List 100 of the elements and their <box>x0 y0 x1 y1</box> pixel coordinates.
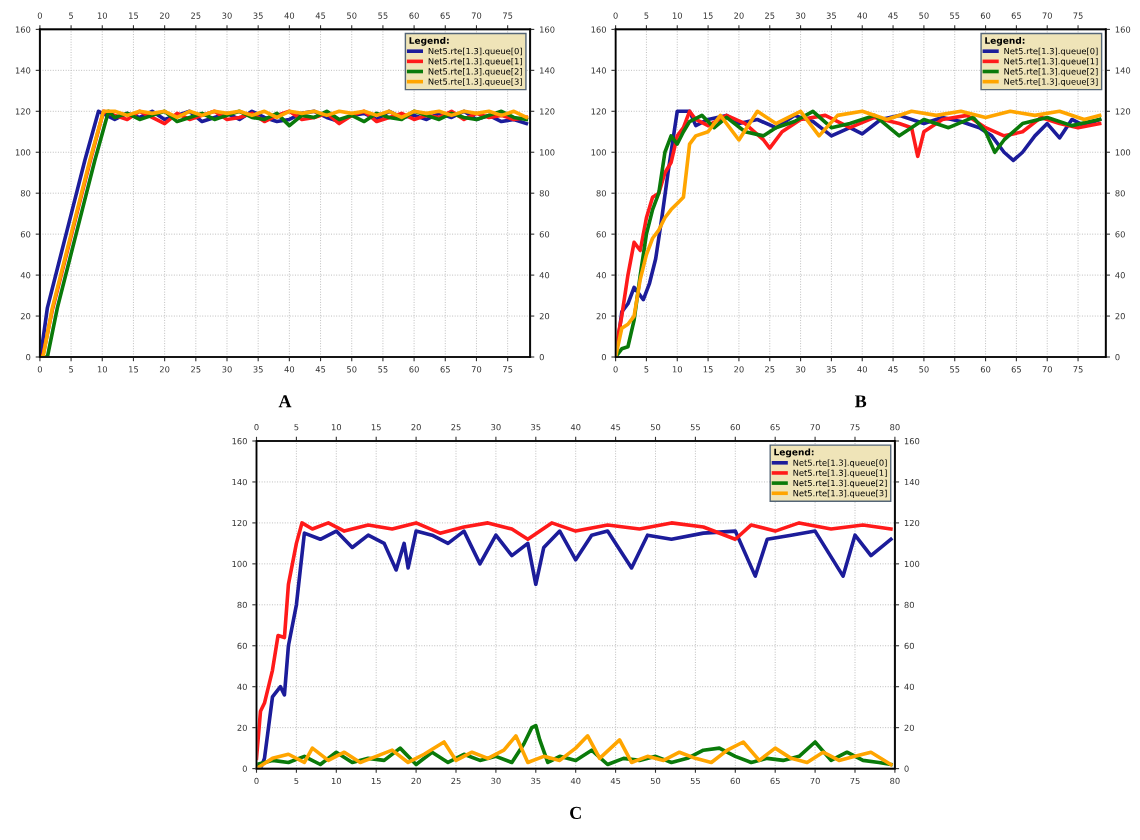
x-tick-label: 15 <box>703 366 713 373</box>
y2-tick-label: 100 <box>904 560 920 568</box>
x-tick-label: 30 <box>491 777 501 785</box>
x-tick-label: 60 <box>409 366 419 373</box>
x-tick-label: 45 <box>888 366 898 373</box>
x2-tick-label: 35 <box>531 424 541 431</box>
x-tick-label: 40 <box>570 777 581 785</box>
x2-tick-label: 25 <box>451 424 461 431</box>
y-tick-label: 0 <box>601 353 607 361</box>
legend-label: Net5.rte[1.3].queue[2] <box>1004 68 1098 77</box>
x2-tick-label: 0 <box>613 12 618 19</box>
x2-tick-label: 5 <box>294 424 299 431</box>
x2-tick-label: 70 <box>810 424 820 431</box>
x2-tick-label: 10 <box>331 424 342 431</box>
x2-tick-label: 50 <box>650 424 661 431</box>
x-tick-label: 0 <box>254 777 259 785</box>
text: C <box>570 806 581 819</box>
x2-tick-label: 75 <box>850 424 860 431</box>
x2-tick-label: 10 <box>672 12 683 19</box>
x-tick-label: 30 <box>795 366 806 373</box>
x2-tick-label: 25 <box>191 12 201 19</box>
x2-tick-label: 30 <box>491 424 501 431</box>
y-tick-label: 140 <box>15 67 31 74</box>
x2-tick-label: 65 <box>440 12 450 19</box>
y2-tick-label: 20 <box>1115 313 1125 320</box>
y2-tick-label: 120 <box>1115 108 1131 115</box>
x2-tick-label: 60 <box>409 12 419 19</box>
x-tick-label: 35 <box>531 777 541 785</box>
y2-tick-label: 140 <box>904 478 920 486</box>
y2-tick-label: 100 <box>1115 149 1131 156</box>
y2-tick-label: 40 <box>539 272 550 279</box>
x-tick-label: 80 <box>890 777 900 785</box>
x2-tick-label: 40 <box>857 12 867 19</box>
x-tick-label: 65 <box>770 777 780 785</box>
y2-tick-label: 40 <box>904 683 914 690</box>
x2-tick-label: 70 <box>471 12 482 19</box>
x-tick-label: 25 <box>765 366 775 373</box>
y-tick-label: 120 <box>232 519 247 527</box>
x-tick-label: 5 <box>644 366 649 373</box>
x-tick-label: 70 <box>1042 366 1052 373</box>
x-tick-label: 15 <box>129 366 139 373</box>
x-tick-label: 70 <box>471 366 482 373</box>
y2-tick-label: 140 <box>1115 67 1131 74</box>
legend-label: Net5.rte[1.3].queue[0] <box>1004 47 1098 56</box>
x2-tick-label: 20 <box>411 424 421 431</box>
x-tick-label: 55 <box>950 366 960 373</box>
y-tick-label: 120 <box>591 108 607 115</box>
y-tick-label: 60 <box>596 231 607 238</box>
x2-tick-label: 45 <box>610 424 621 431</box>
x2-tick-label: 15 <box>703 12 713 19</box>
y2-tick-label: 80 <box>539 190 550 197</box>
x-tick-label: 10 <box>331 777 342 785</box>
legend-label: Net5.rte[1.3].queue[1] <box>793 469 887 478</box>
y-tick-label: 40 <box>596 272 607 279</box>
y-tick-label: 80 <box>237 601 247 609</box>
x2-tick-label: 0 <box>37 12 42 19</box>
x-tick-label: 40 <box>284 366 295 373</box>
x2-tick-label: 60 <box>730 424 741 431</box>
x2-tick-label: 55 <box>378 12 388 19</box>
y2-tick-label: 20 <box>539 313 550 320</box>
x2-tick-label: 40 <box>570 424 581 431</box>
x2-tick-label: 5 <box>69 12 74 19</box>
x-tick-label: 75 <box>850 777 860 785</box>
x2-tick-label: 45 <box>888 12 898 19</box>
x-tick-label: 65 <box>440 366 450 373</box>
x-tick-label: 25 <box>191 366 201 373</box>
x2-tick-label: 30 <box>795 12 806 19</box>
x-tick-label: 75 <box>1073 366 1083 373</box>
y2-tick-label: 20 <box>904 724 914 731</box>
y2-tick-label: 120 <box>540 108 555 115</box>
legend-title: Legend: <box>409 36 449 46</box>
y2-tick-label: 120 <box>904 519 920 527</box>
x-tick-label: 65 <box>1011 366 1021 373</box>
y-tick-label: 120 <box>15 108 31 115</box>
y-tick-label: 80 <box>20 190 31 197</box>
y-tick-label: 0 <box>242 765 247 772</box>
y2-tick-label: 100 <box>540 149 555 156</box>
y-tick-label: 40 <box>20 272 31 279</box>
y2-tick-label: 160 <box>904 437 920 445</box>
legend-title: Legend: <box>985 36 1025 46</box>
line-series <box>615 109 1102 357</box>
x-tick-label: 55 <box>378 366 388 373</box>
y-tick-label: 160 <box>15 26 31 33</box>
y-tick-label: 60 <box>20 231 31 238</box>
y-tick-label: 60 <box>237 642 247 650</box>
x2-tick-label: 55 <box>690 424 700 431</box>
x2-tick-label: 80 <box>890 424 900 431</box>
text: A <box>278 395 292 408</box>
x2-tick-label: 50 <box>347 12 357 19</box>
x-tick-label: 10 <box>672 366 683 373</box>
x-tick-label: 55 <box>690 777 700 785</box>
legend-label: Net5.rte[1.3].queue[1] <box>1004 57 1098 66</box>
x-tick-label: 5 <box>69 366 74 373</box>
x-tick-label: 20 <box>734 366 744 373</box>
y-tick-label: 80 <box>596 190 607 197</box>
legend-label: Net5.rte[1.3].queue[3] <box>793 489 887 498</box>
x-tick-label: 60 <box>980 366 991 373</box>
x2-tick-label: 10 <box>97 12 108 19</box>
x2-tick-label: 5 <box>644 12 649 19</box>
x-tick-label: 5 <box>294 777 299 785</box>
